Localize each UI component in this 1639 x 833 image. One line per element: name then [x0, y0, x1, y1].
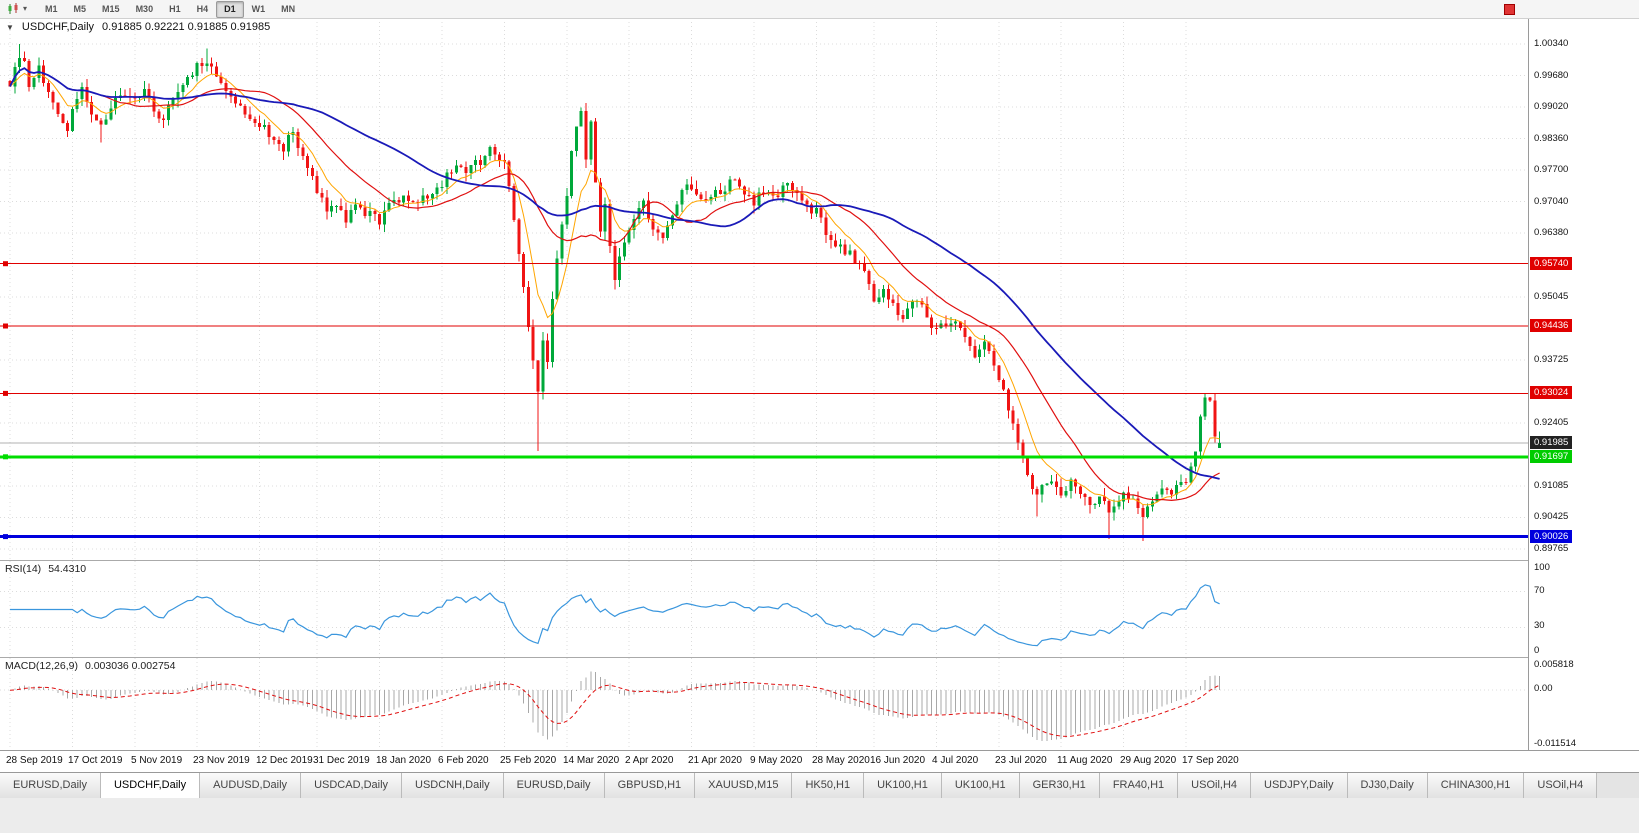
price-line-label: 0.91697 [1530, 450, 1573, 463]
macd-label: MACD(12,26,9) 0.003036 0.002754 [5, 660, 175, 672]
price-axis-label: 0.89765 [1534, 543, 1569, 554]
macd-values: 0.003036 0.002754 [84, 660, 176, 672]
price-axis-label: 0.97700 [1534, 164, 1569, 175]
chart-tab-ger30-h1[interactable]: GER30,H1 [1019, 773, 1100, 798]
chart-tab-xauusd-m15[interactable]: XAUUSD,M15 [695, 773, 793, 798]
date-axis-label: 17 Sep 2020 [1182, 755, 1239, 766]
chart-tab-usoil-h4[interactable]: USOil,H4 [1524, 773, 1598, 798]
chart-window: ▼ USDCHF,Daily 0.91885 0.92221 0.91885 0… [0, 18, 1639, 773]
rsi-axis-label: 70 [1534, 585, 1545, 596]
price-axis-label: 0.99680 [1534, 70, 1569, 81]
macd-axis-label: 0.00 [1534, 683, 1553, 694]
rsi-label: RSI(14) 54.4310 [5, 563, 86, 575]
date-axis-label: 17 Oct 2019 [68, 755, 123, 766]
price-chart-canvas[interactable] [0, 18, 1528, 560]
price-axis-label: 0.97040 [1534, 196, 1569, 207]
rsi-canvas[interactable] [0, 561, 1528, 658]
symbol-label: USDCHF,Daily [21, 21, 95, 33]
rsi-axis-label: 30 [1534, 620, 1545, 631]
chart-tab-usdcad-daily[interactable]: USDCAD,Daily [301, 773, 403, 798]
date-axis-label: 18 Jan 2020 [376, 755, 432, 766]
date-axis-label: 5 Nov 2019 [131, 755, 183, 766]
timeframe-toolbar: ▾ M1 M5 M15 M30 H1 H4 D1 W1 MN [0, 0, 1639, 19]
macd-panel: MACD(12,26,9) 0.003036 0.002754 [0, 657, 1639, 751]
date-axis-label: 6 Feb 2020 [438, 755, 489, 766]
chart-title: ▼ USDCHF,Daily 0.91885 0.92221 0.91885 0… [6, 21, 270, 33]
timeframe-button-m5[interactable]: M5 [73, 3, 87, 14]
timeframe-button-m15[interactable]: M15 [102, 3, 120, 14]
price-line-label: 0.93024 [1530, 386, 1573, 399]
rsi-axis-label: 0 [1534, 645, 1540, 656]
rsi-panel: RSI(14) 54.4310 [0, 560, 1639, 658]
macd-axis-label: 0.005818 [1534, 659, 1574, 670]
chart-tab-usdjpy-daily[interactable]: USDJPY,Daily [1251, 773, 1348, 798]
timeframe-button-d1[interactable]: D1 [216, 0, 244, 18]
price-line-label: 0.90026 [1530, 530, 1573, 543]
price-axis-label: 0.99020 [1534, 101, 1569, 112]
timeframe-button-h1[interactable]: H1 [169, 3, 181, 14]
chart-tab-gbpusd-h1[interactable]: GBPUSD,H1 [604, 773, 696, 798]
price-axis-label: 0.95045 [1534, 291, 1569, 302]
timeframe-buttons: M1 M5 M15 M30 H1 H4 D1 W1 MN [37, 0, 303, 18]
timeframe-button-mn[interactable]: MN [281, 3, 296, 14]
chart-type-button[interactable]: ▾ [3, 1, 31, 17]
chart-tab-uk100-h1[interactable]: UK100,H1 [864, 773, 942, 798]
candlestick-icon [8, 3, 18, 14]
timeframe-button-h4[interactable]: H4 [196, 3, 209, 14]
date-axis-label: 23 Jul 2020 [995, 755, 1047, 766]
rsi-value: 54.4310 [48, 563, 87, 575]
date-axis-label: 14 Mar 2020 [563, 755, 620, 766]
timeframe-button-m30[interactable]: M30 [135, 3, 154, 14]
price-axis-label: 1.00340 [1534, 38, 1569, 49]
chart-tab-hk50-h1[interactable]: HK50,H1 [792, 773, 865, 798]
window-filler [0, 798, 1639, 833]
price-axis-label: 0.91085 [1534, 480, 1569, 491]
rsi-name: RSI(14) [5, 563, 42, 575]
price-axis-label: 0.92405 [1534, 417, 1569, 428]
date-axis-label: 4 Jul 2020 [932, 755, 979, 766]
date-axis-label: 25 Feb 2020 [500, 755, 557, 766]
chart-tab-eurusd-daily[interactable]: EURUSD,Daily [503, 773, 605, 798]
date-axis-label: 29 Aug 2020 [1120, 755, 1177, 766]
chart-tab-fra40-h1[interactable]: FRA40,H1 [1099, 773, 1179, 798]
chart-tab-eurusd-daily[interactable]: EURUSD,Daily [0, 773, 101, 798]
chart-tab-uk100-h1[interactable]: UK100,H1 [941, 773, 1020, 798]
ohlc-values: 0.91885 0.92221 0.91885 0.91985 [102, 21, 271, 33]
chart-tab-bar: EURUSD,Daily USDCHF,Daily AUDUSD,Daily USDC… [0, 772, 1639, 799]
chart-tab-usdcnh-daily[interactable]: USDCNH,Daily [402, 773, 504, 798]
macd-canvas[interactable] [0, 658, 1528, 751]
red-marker-icon[interactable] [1504, 4, 1515, 15]
price-axis[interactable]: 1.00340 0.99680 0.99020 0.98360 0.97700 0.970… [1528, 18, 1639, 750]
chart-tab-usoil-h4[interactable]: USOil,H4 [1178, 773, 1252, 798]
macd-axis-label: -0.011514 [1534, 738, 1577, 749]
price-line-label: 0.94436 [1530, 319, 1573, 332]
timeframe-button-w1[interactable]: W1 [251, 3, 266, 14]
chevron-down-icon: ▾ [23, 4, 28, 13]
chart-tab-dj30-daily[interactable]: DJ30,Daily [1347, 773, 1428, 798]
date-axis-label: 21 Apr 2020 [688, 755, 742, 766]
timeframe-button-m1[interactable]: M1 [45, 3, 58, 14]
date-axis-label: 11 Aug 2020 [1057, 755, 1113, 766]
date-axis-label: 23 Nov 2019 [193, 755, 250, 766]
date-axis-label: 2 Apr 2020 [625, 755, 674, 766]
date-axis-label: 31 Dec 2019 [313, 755, 370, 766]
price-axis-label: 0.93725 [1534, 354, 1569, 365]
macd-name: MACD(12,26,9) [5, 660, 78, 672]
chart-tab-audusd-daily[interactable]: AUDUSD,Daily [200, 773, 302, 798]
price-axis-label: 0.96380 [1534, 227, 1569, 238]
price-axis-label: 0.90425 [1534, 511, 1569, 522]
date-axis-label: 12 Dec 2019 [256, 755, 313, 766]
date-axis-label: 28 May 2020 [812, 755, 870, 766]
price-line-label: 0.95740 [1530, 257, 1573, 270]
chart-tab-usdchf-daily[interactable]: USDCHF,Daily [100, 773, 201, 798]
time-axis[interactable]: 28 Sep 2019 17 Oct 2019 5 Nov 2019 23 Nov 2… [0, 750, 1639, 773]
price-line-label: 0.91985 [1530, 436, 1573, 449]
chart-collapse-icon[interactable]: ▼ [6, 22, 14, 32]
price-axis-label: 0.98360 [1534, 133, 1569, 144]
date-axis-label: 28 Sep 2019 [6, 755, 63, 766]
chart-tab-china300-h1[interactable]: CHINA300,H1 [1427, 773, 1525, 798]
rsi-axis-label: 100 [1534, 562, 1550, 573]
date-axis-label: 16 Jun 2020 [870, 755, 926, 766]
date-axis-label: 9 May 2020 [750, 755, 803, 766]
